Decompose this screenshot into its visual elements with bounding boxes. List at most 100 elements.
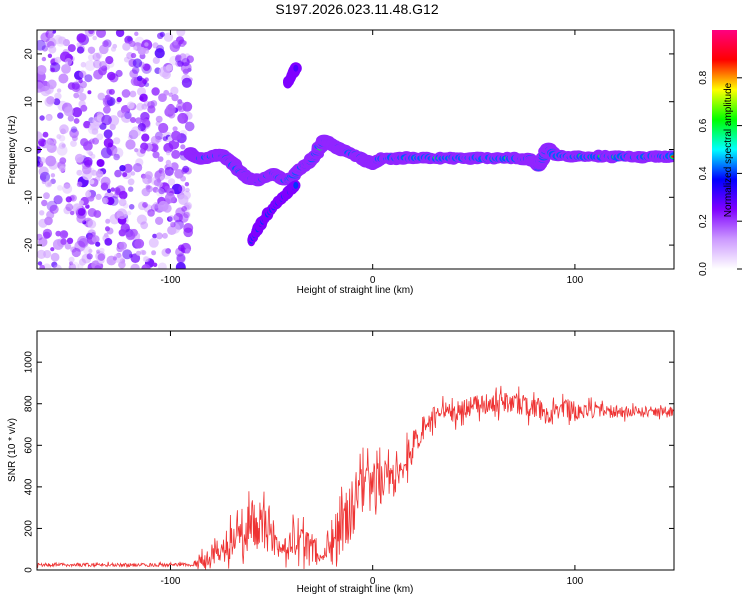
spectrogram-noise-blob [152,262,158,267]
spectrogram-noise-blob [70,140,77,148]
spectrogram-noise-blob [173,212,183,223]
spectrogram-noise-blob [140,111,150,122]
spectrogram-noise-blob [50,247,55,252]
x-tick-label: 0 [370,275,376,286]
spectrogram-noise-blob [92,137,99,145]
spectrogram-noise-blob [140,142,149,151]
spectrogram-noise-blob [147,101,155,109]
spectrogram-noise-blob [92,52,101,62]
spectrogram-noise-blob [38,166,49,177]
spectrogram-noise-blob [134,238,145,249]
spectrogram-noise-blob [37,82,45,93]
spectrogram-noise-blob [39,171,51,182]
spectrogram-noise-blob [78,93,87,101]
spectrogram-noise-blob [127,36,133,42]
spectrogram-noise-blob [163,142,174,153]
spectrogram-noise-blob [69,128,79,139]
spectrogram-noise-blob [68,256,75,263]
spectrogram-noise-blob [113,137,121,145]
spectrogram-noise-blob [108,88,115,95]
spectrogram-noise-blob [155,187,165,197]
spectrogram-noise-blob [86,149,92,155]
spectrogram-noise-blob [132,66,140,74]
spectrogram-noise-blob [50,173,56,178]
spectrogram-noise-blob [70,261,80,269]
spectrogram-noise-blob [95,193,102,200]
spectrogram-noise-blob [136,250,141,256]
spectrogram-noise-blob [140,221,149,230]
spectrogram-noise-blob [37,131,43,142]
spectrogram-noise-blob [183,227,193,238]
spectrogram-noise-blob [165,150,171,156]
spectrogram-noise-blob [38,138,47,147]
spectrogram-noise-blob [99,44,109,55]
colorbar-tick-label: 0.8 [698,70,709,84]
spectrogram-noise-blob [155,115,163,123]
y-tick-label: 10 [24,96,35,108]
spectrogram-noise-blob [56,144,68,156]
spectrogram-noise-blob [88,248,93,254]
spectrogram-x-label: Height of straight line (km) [297,285,414,296]
spectrogram-noise-blob [185,187,190,193]
spectrogram-noise-blob [132,45,138,51]
colorbar: 0.0 0.2 0.4 0.6 0.8 Normalized spectral ampl… [698,30,742,276]
spectrogram-noise-blob [102,197,109,204]
spectrogram-noise-blob [42,131,49,138]
spectrogram-noise-blob [89,179,95,185]
spectrogram-noise-blob [182,101,193,112]
spectrogram-noise-blob [94,265,101,269]
spectrogram-noise-blob [163,89,170,96]
spectrogram-noise-blob [184,248,191,254]
spectrogram-noise-blob [77,235,89,247]
spectrogram-noise-blob [176,30,186,37]
spectrogram-noise-blob [64,243,72,250]
spectrogram-noise-blob [57,185,63,191]
y-tick-label: -20 [24,237,35,252]
spectrogram-noise-blob [86,253,93,260]
spectrogram-noise-blob [155,216,164,225]
y-tick-label: 1000 [24,351,35,374]
spectrogram-noise-blob [108,196,119,206]
spectrogram-noise-blob [128,129,139,140]
spectrogram-noise-blob [59,124,69,134]
snr-x-label: Height of straight line (km) [297,584,414,595]
spectrogram-noise-blob [109,214,120,225]
spectrogram-noise-blob [180,55,188,63]
spectrogram-noise-blob [177,60,184,67]
spectrogram-noise-blob [142,256,149,263]
spectrogram-noise-blob [180,175,187,182]
spectrogram-noise-blob [108,259,113,264]
spectrogram-branch-cell [293,181,299,189]
colorbar-tick-label: 0.6 [698,118,709,132]
spectrogram-noise-blob [74,153,84,163]
spectrogram-noise-blob [175,262,186,269]
spectrogram-noise-blob [46,200,58,212]
spectrogram-noise-blob [47,53,53,58]
snr-series-line [37,385,674,570]
spectrogram-noise-blob [85,204,90,209]
spectrogram-noise-blob [148,237,159,248]
spectrogram-noise-blob [152,56,160,64]
spectrogram-noise-blob [84,60,96,71]
spectrogram-noise-blob [41,199,48,207]
spectrogram-noise-blob [78,78,83,84]
spectrogram-noise-blob [167,136,173,142]
spectrogram-noise-blob [76,33,87,43]
spectrogram-noise-blob [159,176,164,181]
y-tick-label: 0 [24,567,35,573]
spectrogram-noise-blob [112,147,124,159]
spectrogram-noise-blob [37,65,47,75]
spectrogram-noise-blob [103,105,111,114]
spectrogram-noise-blob [39,157,46,164]
snr-y-axis: 0 200 400 600 800 1000 [24,351,674,573]
spectrogram-noise-blob [37,261,43,266]
x-tick-label: 100 [567,576,584,587]
spectrogram-noise-blob [164,166,174,176]
spectrogram-noise-blob [78,258,87,266]
spectrogram-noise-blob [130,52,137,59]
spectrogram-noise-blob [116,208,128,220]
spectrogram-noise-blob [137,46,146,56]
spectrogram-noise-blob [95,52,103,59]
spectrogram-noise-blob [96,159,105,167]
